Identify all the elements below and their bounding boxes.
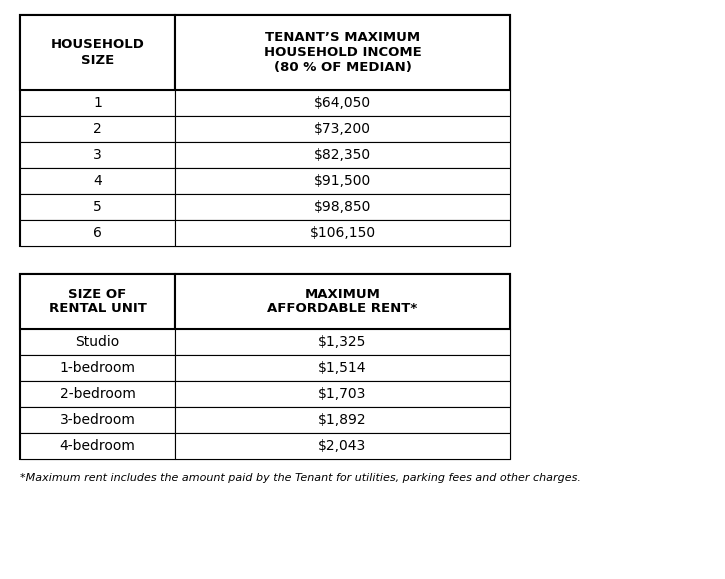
Text: SIZE OF
RENTAL UNIT: SIZE OF RENTAL UNIT — [49, 288, 146, 316]
Bar — [175, 15, 510, 90]
Text: 3-bedroom: 3-bedroom — [59, 413, 136, 427]
Bar — [20, 142, 175, 168]
Text: $73,200: $73,200 — [314, 122, 371, 136]
Text: $98,850: $98,850 — [314, 200, 371, 214]
Text: 5: 5 — [93, 200, 102, 214]
Text: 4-bedroom: 4-bedroom — [59, 439, 136, 453]
Text: 1: 1 — [93, 96, 102, 110]
Bar — [20, 381, 175, 407]
Bar — [20, 90, 175, 116]
Bar — [20, 355, 175, 381]
Text: $2,043: $2,043 — [318, 439, 367, 453]
Text: $1,892: $1,892 — [318, 413, 367, 427]
Bar — [20, 15, 175, 90]
Bar — [20, 433, 175, 459]
Bar — [20, 220, 175, 246]
Bar — [175, 329, 510, 355]
Text: $1,514: $1,514 — [318, 361, 367, 375]
Bar — [175, 168, 510, 194]
Bar — [175, 407, 510, 433]
Bar — [175, 142, 510, 168]
Text: 2-bedroom: 2-bedroom — [59, 387, 136, 401]
Bar — [20, 168, 175, 194]
Text: $1,703: $1,703 — [318, 387, 367, 401]
Text: 3: 3 — [93, 148, 102, 162]
Text: 2: 2 — [93, 122, 102, 136]
Bar — [175, 116, 510, 142]
Text: $91,500: $91,500 — [314, 174, 371, 188]
Bar — [20, 194, 175, 220]
Text: *Maximum rent includes the amount paid by the Tenant for utilities, parking fees: *Maximum rent includes the amount paid b… — [20, 473, 581, 483]
Bar — [175, 194, 510, 220]
Text: MAXIMUM
AFFORDABLE RENT*: MAXIMUM AFFORDABLE RENT* — [268, 288, 418, 316]
Text: $1,325: $1,325 — [318, 335, 367, 349]
Text: HOUSEHOLD
SIZE: HOUSEHOLD SIZE — [51, 38, 144, 67]
Bar — [20, 15, 510, 246]
Bar — [20, 274, 510, 459]
Text: 1-bedroom: 1-bedroom — [59, 361, 136, 375]
Bar — [175, 90, 510, 116]
Text: $106,150: $106,150 — [310, 226, 376, 240]
Bar — [175, 274, 510, 329]
Text: $64,050: $64,050 — [314, 96, 371, 110]
Bar — [175, 355, 510, 381]
Bar — [175, 220, 510, 246]
Text: $82,350: $82,350 — [314, 148, 371, 162]
Bar — [20, 274, 175, 329]
Text: 6: 6 — [93, 226, 102, 240]
Bar — [20, 116, 175, 142]
Text: 4: 4 — [93, 174, 102, 188]
Bar — [175, 381, 510, 407]
Bar — [175, 433, 510, 459]
Bar — [20, 329, 175, 355]
Bar — [20, 407, 175, 433]
Text: Studio: Studio — [75, 335, 120, 349]
Text: TENANT’S MAXIMUM
HOUSEHOLD INCOME
(80 % OF MEDIAN): TENANT’S MAXIMUM HOUSEHOLD INCOME (80 % … — [264, 31, 421, 74]
